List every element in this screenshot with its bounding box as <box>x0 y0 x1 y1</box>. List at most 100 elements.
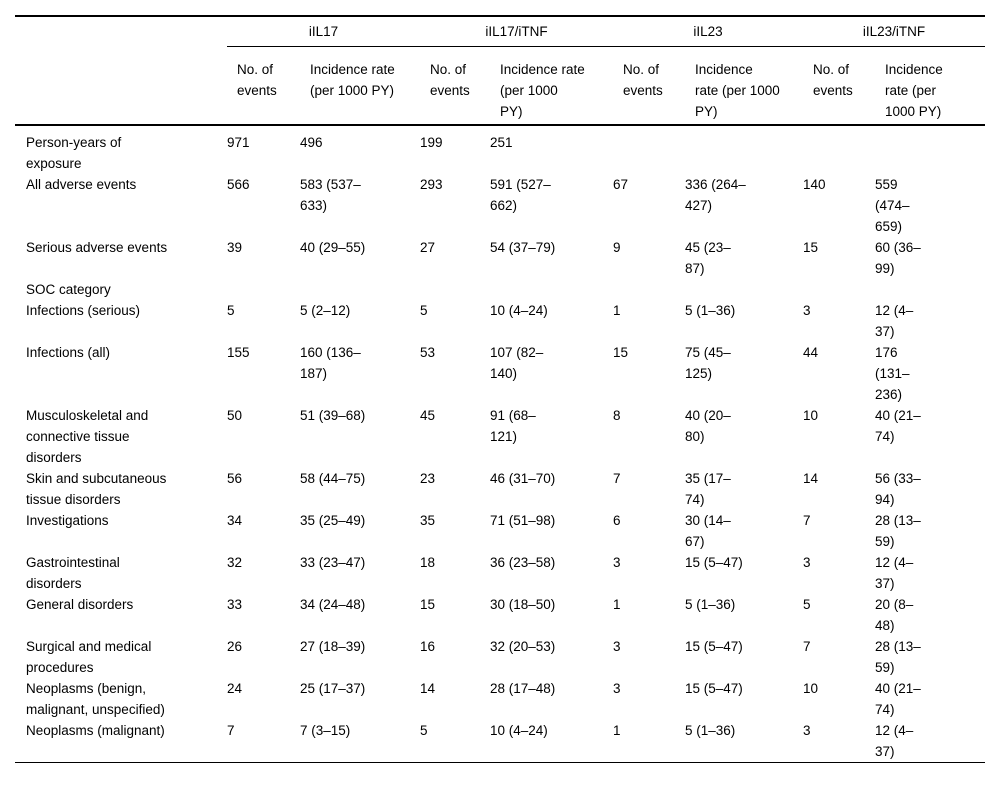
cell-value: 45 (23– 87) <box>685 240 731 276</box>
table-row: Infections (all) 155 160 (136– 187) 53 107 (… <box>15 342 985 405</box>
cell-value: 40 (21– 74) <box>875 408 921 444</box>
cell-value: 40 (20– 80) <box>685 408 731 444</box>
row-label: Investigations <box>26 513 109 528</box>
cell-value: 12 (4– 37) <box>875 723 914 759</box>
cell-value: 25 (17–37) <box>300 681 366 696</box>
cell-value: 591 (527– 662) <box>490 177 551 213</box>
cell-value: 34 <box>227 513 243 528</box>
cell-value: 7 (3–15) <box>300 723 351 738</box>
cell-value: 35 <box>420 513 436 528</box>
cell-value: 3 <box>803 723 811 738</box>
group-header-row: iIL17 iIL17/iTNF iIL23 iIL23/iTNF <box>15 16 985 47</box>
cell-value: 336 (264– 427) <box>685 177 746 213</box>
cell-value: 3 <box>613 555 621 570</box>
cell-value: 28 (13– 59) <box>875 639 921 675</box>
row-label: Person-years of exposure <box>26 135 122 171</box>
cell-value <box>613 125 685 174</box>
cell-value: 5 <box>420 303 428 318</box>
row-label: Surgical and medical procedures <box>26 639 152 675</box>
cell-value: 10 (4–24) <box>490 723 548 738</box>
cell-value: 9 <box>613 240 621 255</box>
cell-value: 60 (36– 99) <box>875 240 921 276</box>
cell-value: 1 <box>613 303 621 318</box>
cell-value: 15 (5–47) <box>685 681 743 696</box>
cell-value: 53 <box>420 345 436 360</box>
col-header-incidence-iil23: Incidence rate (per 1000 PY) <box>685 46 803 126</box>
col-header-incidence-iil17-itnf: Incidence rate (per 1000 PY) <box>490 46 613 126</box>
cell-value: 34 (24–48) <box>300 597 366 612</box>
col-header-no-events-iil23-itnf: No. of events <box>803 46 875 126</box>
col-header-incidence-iil17: Incidence rate (per 1000 PY) <box>300 46 420 126</box>
cell-value: 23 <box>420 471 436 486</box>
table-row: Infections (serious) 5 5 (2–12) 5 10 (4–24) 1… <box>15 300 985 342</box>
cell-value: 10 <box>803 681 819 696</box>
cell-value: 15 (5–47) <box>685 555 743 570</box>
cell-value: 91 (68– 121) <box>490 408 536 444</box>
cell-value: 1 <box>613 597 621 612</box>
cell-value: 16 <box>420 639 436 654</box>
column-header-row: No. of events Incidence rate (per 1000 P… <box>15 46 985 126</box>
cell-value: 5 (1–36) <box>685 597 736 612</box>
cell-value: 46 (31–70) <box>490 471 556 486</box>
table-row: Person-years of exposure 971 496 199 251 <box>15 125 985 174</box>
cell-value: 5 (1–36) <box>685 303 736 318</box>
row-label: Neoplasms (malignant) <box>26 723 165 738</box>
cell-value: 32 <box>227 555 243 570</box>
cell-value: 583 (537– 633) <box>300 177 361 213</box>
cell-value: 10 (4–24) <box>490 303 548 318</box>
row-label-header <box>15 46 227 126</box>
table-row: Neoplasms (benign, malignant, unspecifie… <box>15 678 985 720</box>
group-header-iil17-itnf: iIL17/iTNF <box>420 16 613 47</box>
cell-value: 10 <box>803 408 819 423</box>
cell-value: 56 (33– 94) <box>875 471 921 507</box>
cell-value: 566 <box>227 177 250 192</box>
cell-value: 7 <box>803 639 811 654</box>
cell-value: 7 <box>613 471 621 486</box>
col-header-no-events-iil17: No. of events <box>227 46 300 126</box>
table-row: General disorders 33 34 (24–48) 15 30 (18–50… <box>15 594 985 636</box>
cell-value: 50 <box>227 408 243 423</box>
cell-value: 28 (13– 59) <box>875 513 921 549</box>
row-label: Infections (serious) <box>26 303 141 318</box>
cell-value: 35 (17– 74) <box>685 471 731 507</box>
row-label: Gastrointestinal disorders <box>26 555 120 591</box>
cell-value: 14 <box>803 471 819 486</box>
row-label: Infections (all) <box>26 345 111 360</box>
row-label: All adverse events <box>26 177 137 192</box>
cell-value: 27 (18–39) <box>300 639 366 654</box>
table-row: All adverse events 566 583 (537– 633) 293 59… <box>15 174 985 237</box>
table-row: Gastrointestinal disorders 32 33 (23–47) 18… <box>15 552 985 594</box>
row-label: Skin and subcutaneous tissue disorders <box>26 471 167 507</box>
group-header-iil23-itnf: iIL23/iTNF <box>803 16 985 47</box>
cell-value: 36 (23–58) <box>490 555 556 570</box>
table-row: Surgical and medical procedures 26 27 (18–… <box>15 636 985 678</box>
cell-value: 7 <box>227 723 235 738</box>
cell-value: 75 (45– 125) <box>685 345 731 381</box>
cell-value: 39 <box>227 240 243 255</box>
adverse-events-table-wrap: iIL17 iIL17/iTNF iIL23 iIL23/iTNF No. of… <box>15 15 985 763</box>
cell-value: 293 <box>420 177 443 192</box>
table-row: Musculoskeletal and connective tissue di… <box>15 405 985 468</box>
cell-value: 140 <box>803 177 826 192</box>
cell-value: 28 (17–48) <box>490 681 556 696</box>
cell-value: 12 (4– 37) <box>875 303 914 339</box>
cell-value: 33 (23–47) <box>300 555 366 570</box>
row-label: SOC category <box>26 282 111 297</box>
section-header-row: SOC category <box>15 279 985 300</box>
cell-value: 160 (136– 187) <box>300 345 361 381</box>
cell-value: 5 <box>420 723 428 738</box>
cell-value: 14 <box>420 681 436 696</box>
table-body: Person-years of exposure 971 496 199 251 All … <box>15 125 985 763</box>
col-header-no-events-iil23: No. of events <box>613 46 685 126</box>
cell-value: 496 <box>300 135 323 150</box>
cell-value: 7 <box>803 513 811 528</box>
row-label: Musculoskeletal and connective tissue di… <box>26 408 149 465</box>
row-label: Neoplasms (benign, malignant, unspecifie… <box>26 681 165 717</box>
cell-value: 5 (1–36) <box>685 723 736 738</box>
cell-value: 44 <box>803 345 819 360</box>
cell-value: 251 <box>490 135 513 150</box>
cell-value: 20 (8– 48) <box>875 597 914 633</box>
table-row: Skin and subcutaneous tissue disorders 56… <box>15 468 985 510</box>
cell-value <box>875 125 985 174</box>
cell-value: 6 <box>613 513 621 528</box>
